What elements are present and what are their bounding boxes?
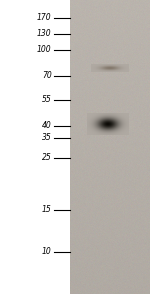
Bar	[0, 0, 70, 294]
Text: 70: 70	[42, 71, 52, 81]
Text: 35: 35	[42, 133, 52, 143]
Text: 25: 25	[42, 153, 52, 163]
Text: 55: 55	[42, 96, 52, 104]
Text: 10: 10	[42, 248, 52, 256]
Text: 130: 130	[37, 29, 52, 39]
Text: 170: 170	[37, 14, 52, 23]
Text: 40: 40	[42, 121, 52, 131]
Text: 100: 100	[37, 46, 52, 54]
Text: 15: 15	[42, 206, 52, 215]
